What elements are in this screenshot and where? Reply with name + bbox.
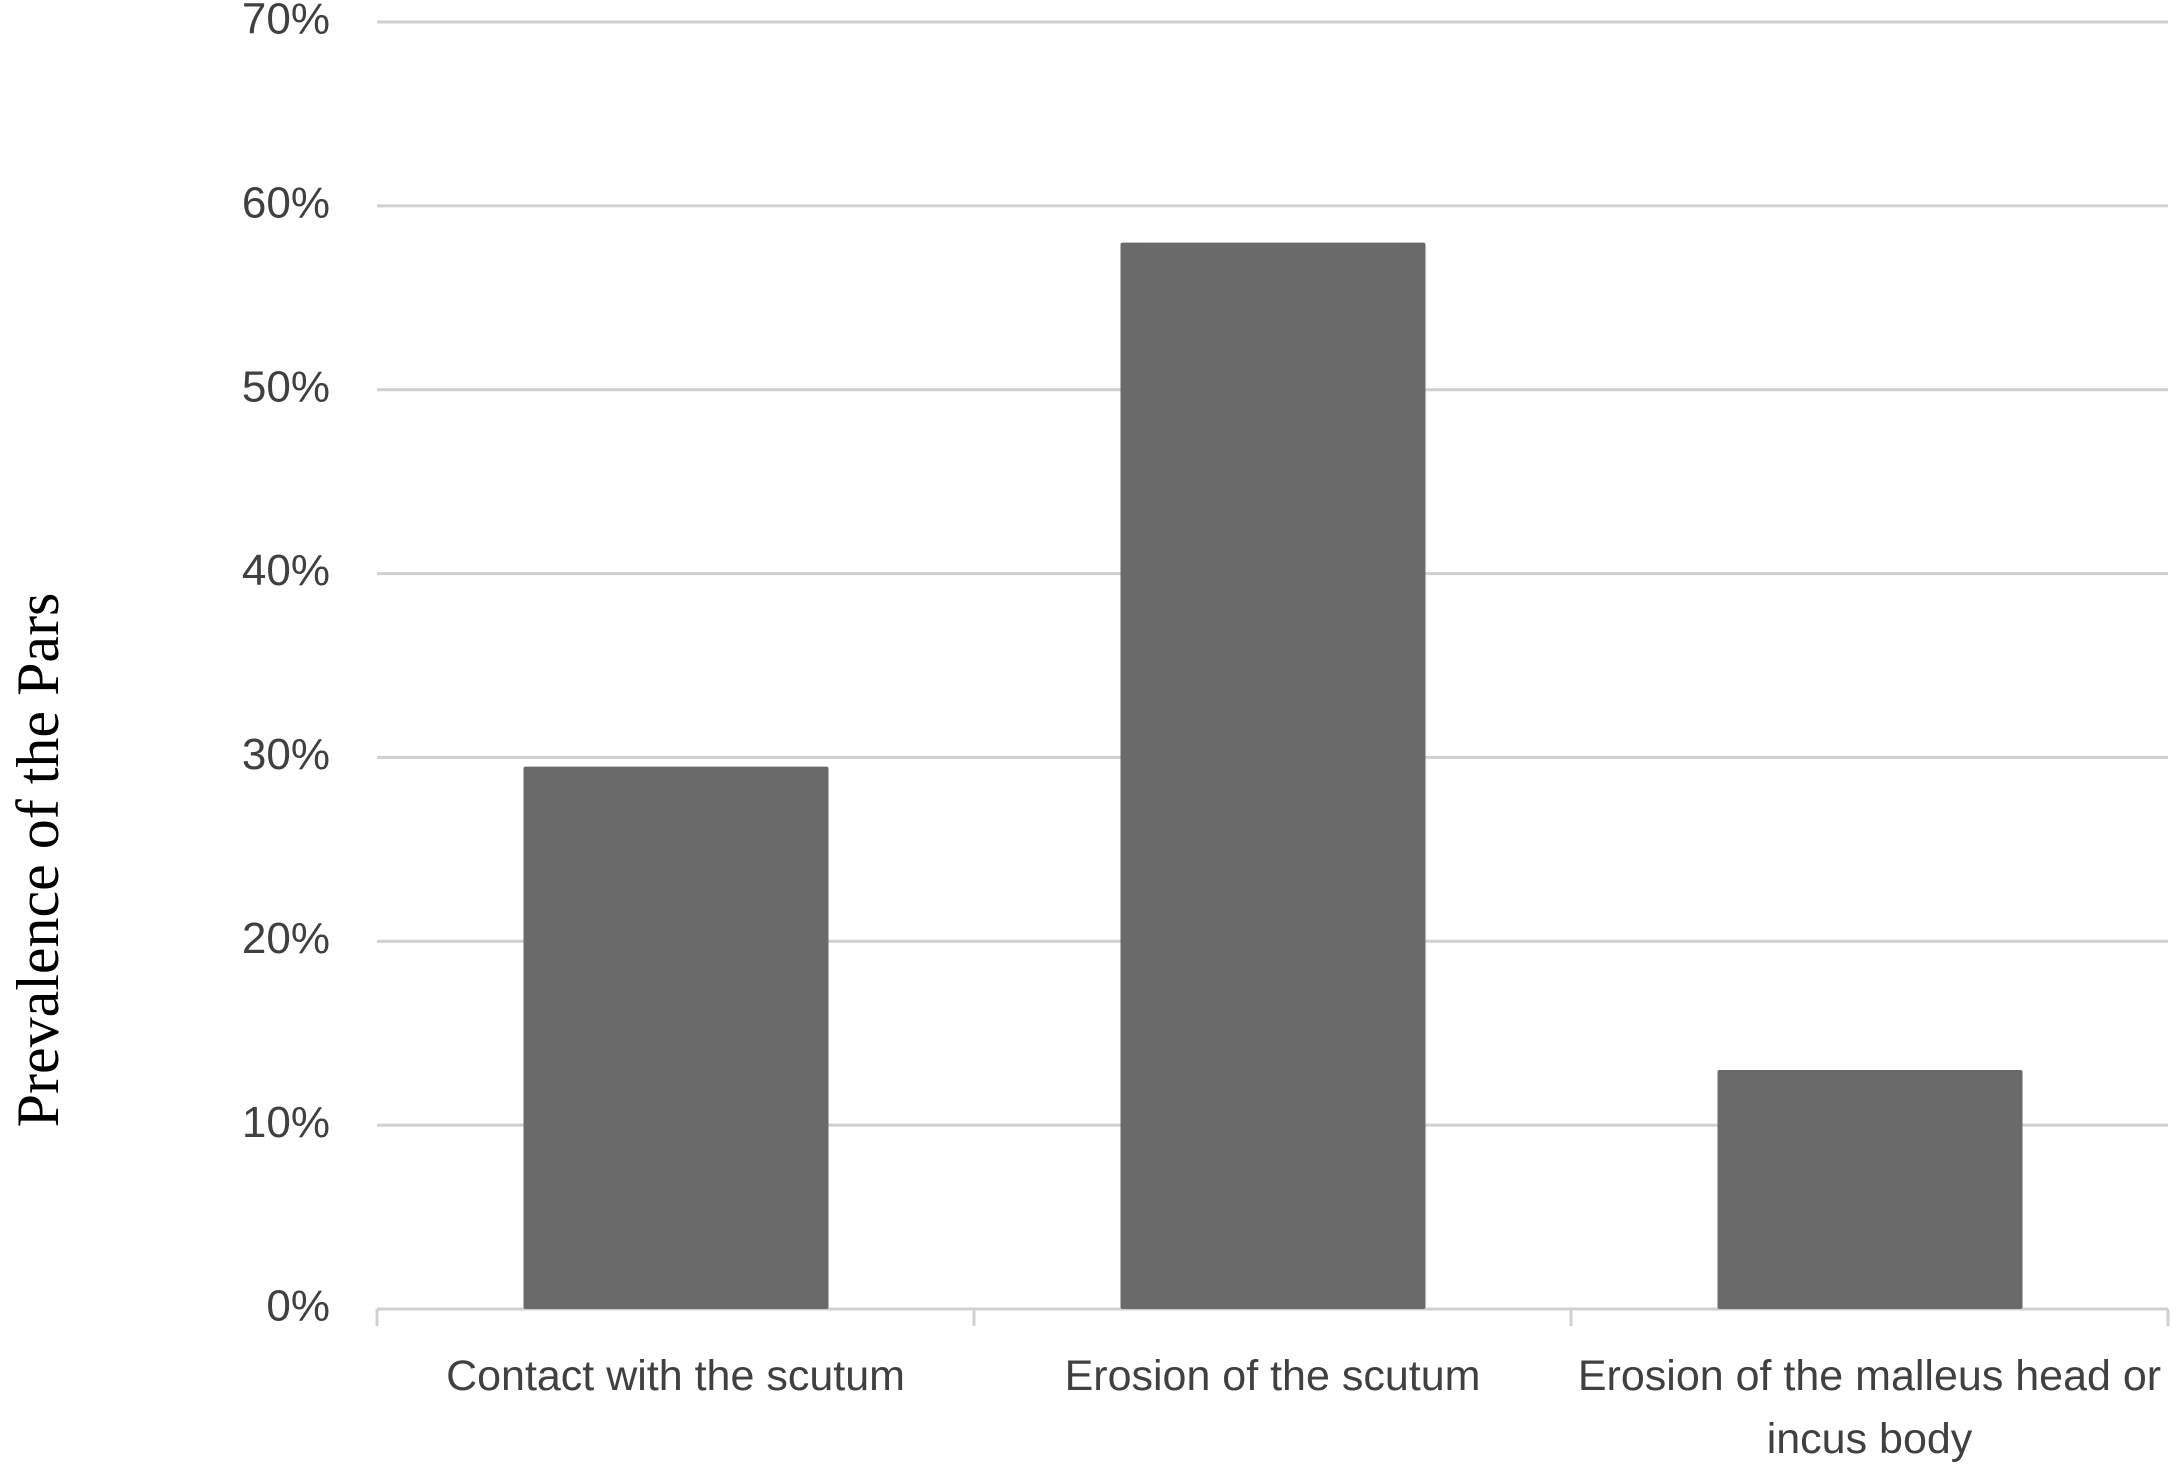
x-tick-label: Contact with the scutum <box>446 1352 905 1400</box>
bar <box>1120 242 1426 1310</box>
y-tick-label: 20% <box>242 914 330 963</box>
x-tick-label: Erosion of the malleus head or incus bod… <box>1577 1352 2162 1463</box>
y-tick-label: 30% <box>242 730 330 779</box>
bar <box>523 766 829 1309</box>
y-tick-label: 40% <box>242 546 330 595</box>
bar <box>1717 1069 2023 1309</box>
x-tick-label: Erosion of the scutum <box>1064 1352 1481 1400</box>
y-tick-label: 70% <box>242 0 330 44</box>
y-axis-label: Prevalence of the Pars <box>5 593 71 1128</box>
y-tick-label: 0% <box>266 1282 330 1331</box>
y-tick-label: 50% <box>242 362 330 411</box>
y-tick-label: 10% <box>242 1098 330 1147</box>
y-tick-label: 60% <box>242 178 330 227</box>
